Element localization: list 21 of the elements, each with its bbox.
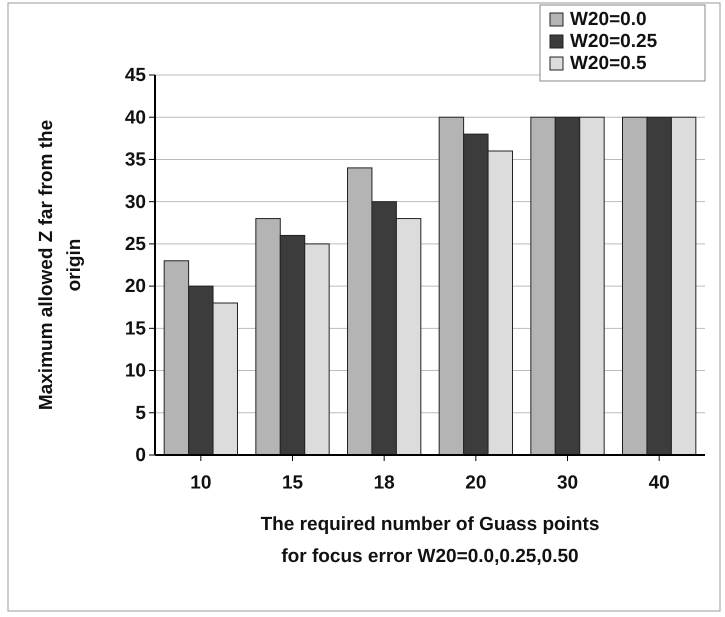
x-tick-label: 18 [374, 472, 395, 494]
y-tick-label: 15 [124, 318, 146, 340]
x-tick-label: 10 [190, 472, 212, 494]
x-tick-label: 15 [282, 472, 304, 494]
y-tick-label: 20 [124, 276, 146, 298]
legend-label: W20=0.0 [570, 9, 647, 30]
legend-label: W20=0.5 [570, 53, 648, 74]
y-tick-label: 35 [124, 150, 146, 171]
y-tick-label: 40 [124, 107, 146, 128]
x-tick-label: 40 [648, 472, 670, 494]
y-tick-label: 5 [135, 402, 146, 424]
y-tick-label: 0 [135, 445, 146, 466]
legend-label: W20=0.25 [570, 31, 658, 52]
x-tick-label: 20 [465, 472, 486, 494]
y-tick-label: 10 [124, 360, 146, 382]
x-tick-label: 30 [556, 472, 578, 494]
y-tick-label: 45 [124, 65, 146, 86]
x-axis-title: The required number of Guass points for focus error W20=0.0,0.25,0.50 [260, 514, 600, 567]
y-tick-label: 30 [124, 192, 146, 213]
y-tick-label: 25 [124, 234, 146, 255]
y-axis-title: Maximum allowed Z far from the origin [36, 120, 85, 410]
